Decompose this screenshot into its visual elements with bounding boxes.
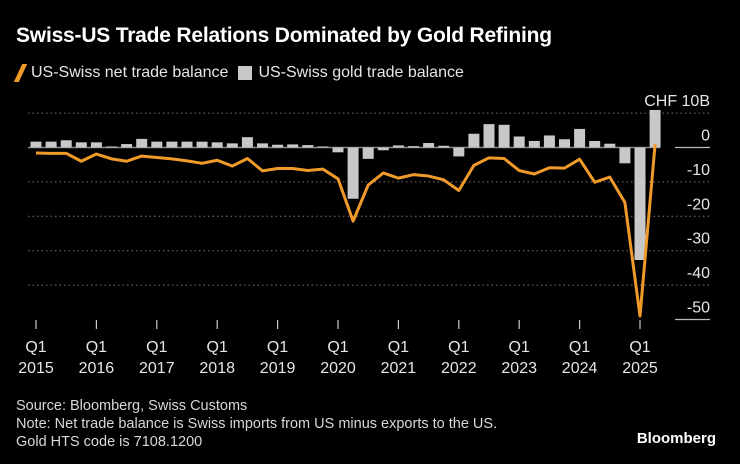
gold-bar [468, 133, 480, 148]
y-tick-label: -30 [687, 231, 710, 248]
x-tick-quarter: Q1 [86, 339, 107, 356]
x-tick-year: 2017 [139, 360, 175, 377]
gold-bar [257, 143, 268, 148]
x-tick-quarter: Q1 [388, 339, 409, 356]
x-tick-year: 2023 [501, 360, 537, 377]
gold-bar [634, 147, 646, 260]
y-tick-label: -10 [687, 162, 710, 179]
x-tick-year: 2015 [18, 360, 54, 377]
x-tick-year: 2018 [199, 360, 235, 377]
gold-bar [604, 143, 616, 148]
gold-bar [106, 146, 117, 148]
legend-swatch-bar [238, 66, 253, 80]
net-trade-line [35, 143, 657, 318]
gold-bar [619, 147, 631, 164]
x-tick-quarter: Q1 [448, 339, 469, 356]
gold-bar [272, 144, 284, 148]
gold-bar [559, 139, 570, 148]
gold-bar [362, 147, 374, 159]
x-tick-quarter: Q1 [327, 339, 348, 356]
gold-bar [543, 135, 555, 148]
gold-bar [317, 146, 329, 148]
y-tick-label: -50 [687, 300, 710, 317]
gold-bar [151, 141, 163, 148]
x-tick-quarter: Q1 [25, 339, 46, 356]
x-tick-quarter: Q1 [569, 339, 590, 356]
footer-notes: Source: Bloomberg, Swiss Customs Note: N… [16, 397, 497, 451]
gold-bar [332, 147, 344, 153]
legend-label-gold: US-Swiss gold trade balance [258, 64, 464, 81]
gold-bar [347, 147, 359, 199]
gold-bar [226, 143, 238, 148]
y-tick-label: CHF 10B [644, 93, 710, 110]
gold-bar [377, 147, 389, 151]
note-text: Note: Net trade balance is Swiss imports… [16, 416, 498, 432]
gold-bar [408, 146, 419, 148]
x-tick-quarter: Q1 [207, 339, 228, 356]
gold-bar [75, 142, 87, 148]
gold-bar [181, 141, 193, 148]
x-tick-year: 2024 [562, 360, 598, 377]
gold-bar [649, 110, 661, 148]
x-tick-quarter: Q1 [509, 339, 530, 356]
gold-bar [30, 141, 42, 148]
x-tick-year: 2020 [320, 360, 356, 377]
source-text: Source: Bloomberg, Swiss Customs [16, 398, 248, 414]
gold-bar [574, 128, 586, 148]
x-tick-year: 2019 [260, 360, 296, 377]
gold-bar [166, 141, 178, 148]
note-text-2: Gold HTS code is 7108.1200 [16, 434, 203, 450]
x-tick-year: 2016 [79, 360, 115, 377]
gold-bar [528, 140, 540, 148]
gold-bar [241, 137, 253, 148]
x-tick-quarter: Q1 [267, 339, 288, 356]
gold-bar [498, 124, 510, 148]
bloomberg-logo: Bloomberg [636, 430, 716, 447]
x-tick-year: 2025 [622, 360, 658, 377]
gold-bar [302, 145, 314, 148]
gold-bar [483, 124, 495, 148]
gold-bar [423, 143, 435, 148]
x-tick-quarter: Q1 [629, 339, 650, 356]
x-tick-quarter: Q1 [146, 339, 167, 356]
gold-bar [90, 142, 102, 148]
x-tick-year: 2021 [381, 360, 417, 377]
gold-bar [513, 136, 525, 148]
gold-bar [121, 144, 133, 148]
gold-bar [392, 145, 404, 148]
gold-bar [45, 141, 57, 148]
gold-bar [287, 144, 299, 148]
y-tick-label: -40 [687, 265, 710, 282]
x-tick-year: 2022 [441, 360, 477, 377]
gold-bar [196, 141, 208, 148]
gold-bar [136, 138, 148, 148]
gold-bar [453, 147, 465, 157]
y-tick-label: -20 [687, 196, 710, 213]
legend: US-Swiss net trade balance US-Swiss gold… [13, 64, 464, 82]
gold-bar [438, 145, 450, 148]
gold-bar [60, 140, 72, 148]
y-tick-label: 0 [701, 128, 710, 145]
gold-bar [211, 142, 223, 148]
legend-label-net: US-Swiss net trade balance [31, 64, 229, 81]
chart-title: Swiss-US Trade Relations Dominated by Go… [16, 24, 552, 47]
gold-bar [589, 140, 601, 148]
